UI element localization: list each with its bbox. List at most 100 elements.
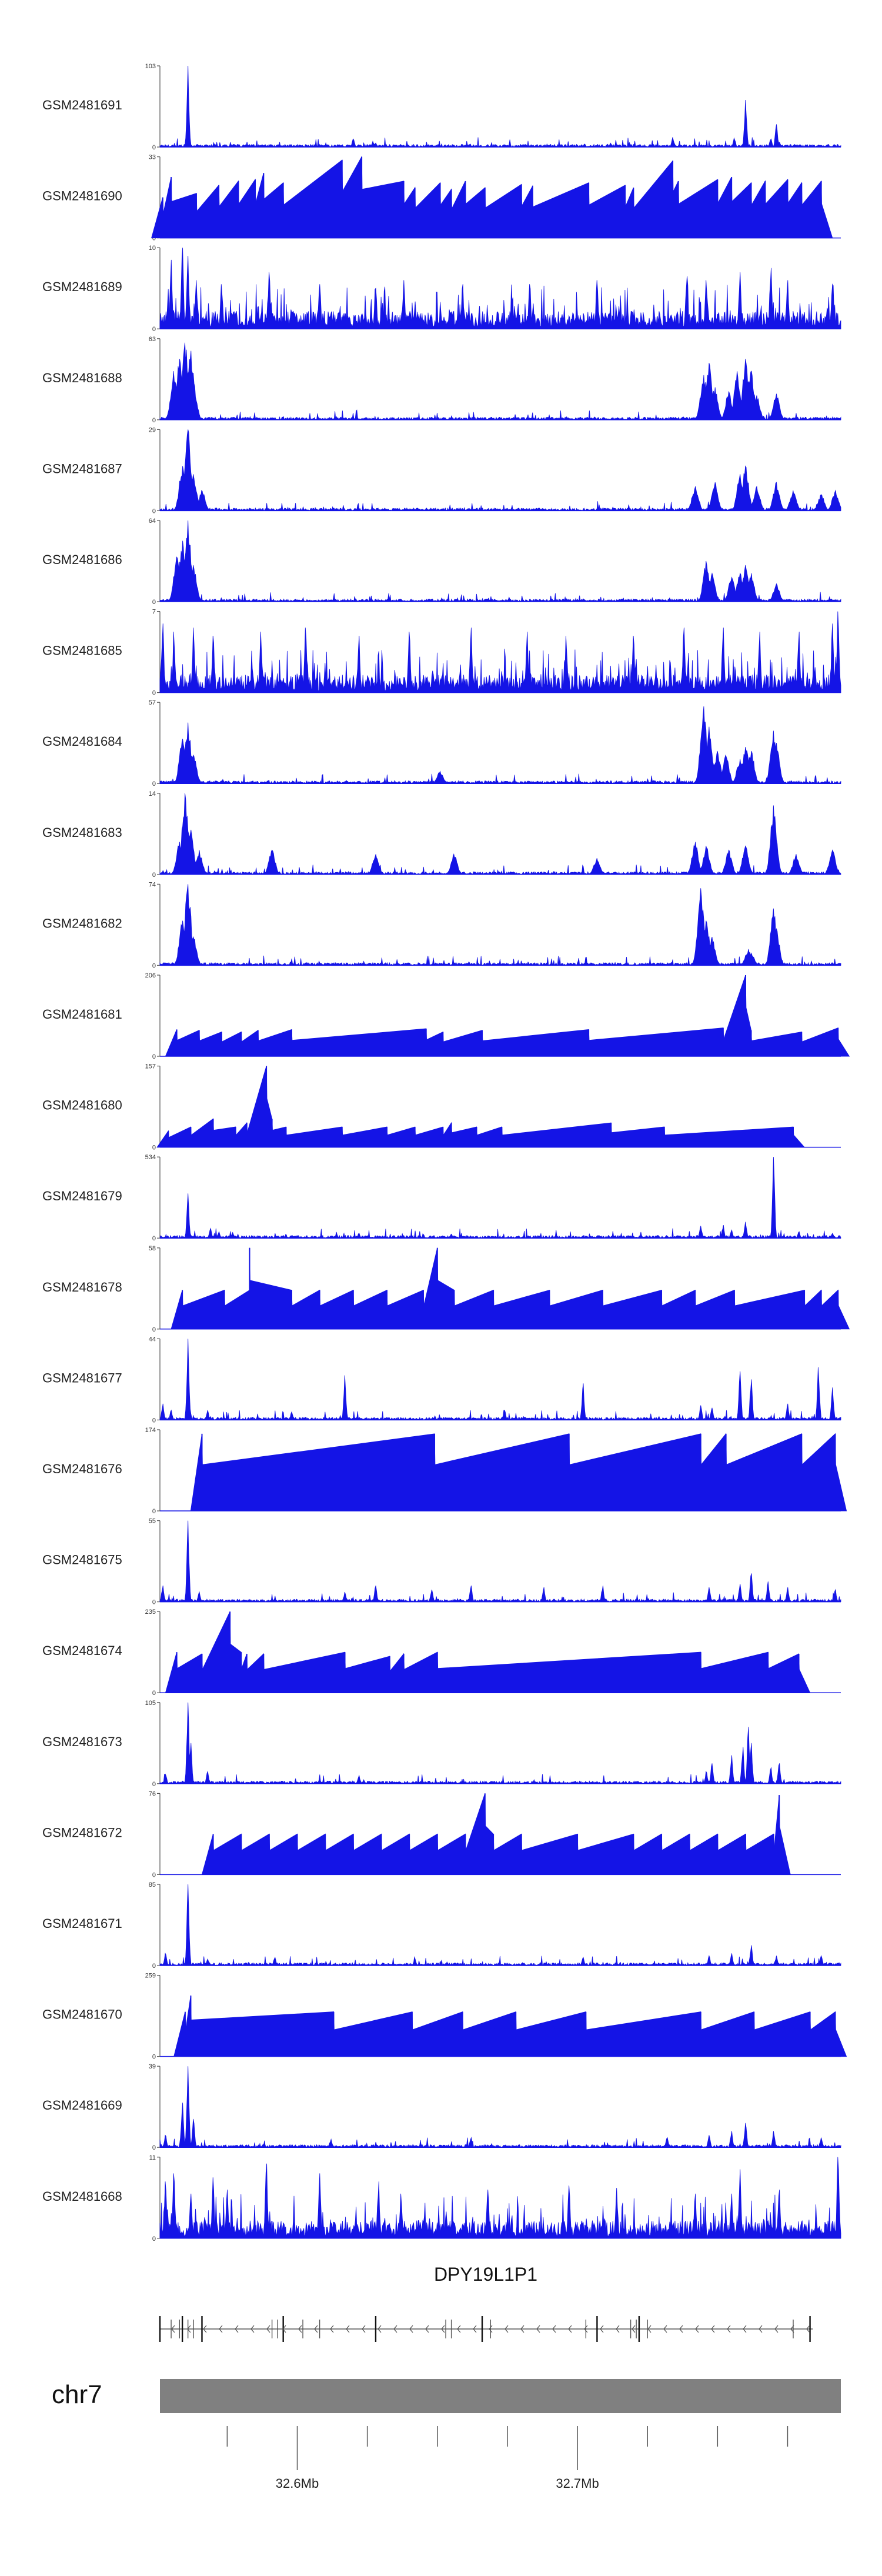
track-label: GSM2481676 (42, 1461, 122, 1476)
track-GSM2481673: GSM2481673 105 0 (42, 1700, 841, 1788)
y-max-label: 174 (145, 1427, 156, 1434)
signal-area (159, 429, 841, 512)
y-min-label: 0 (152, 780, 156, 788)
signal-area (159, 2066, 841, 2148)
track-GSM2481676: GSM2481676 174 0 (42, 1427, 847, 1515)
signal-area (190, 1433, 847, 1511)
strand-arrow (219, 2325, 223, 2333)
track-GSM2481672: GSM2481672 76 0 (42, 1790, 841, 1878)
chromosome-ideogram: chr7 (52, 2379, 841, 2413)
track-GSM2481682: GSM2481682 74 0 (42, 881, 841, 969)
strand-arrow (314, 2325, 318, 2333)
y-max-label: 85 (149, 1881, 156, 1888)
signal-area (159, 706, 841, 785)
track-label: GSM2481686 (42, 552, 122, 567)
track-GSM2481671: GSM2481671 85 0 (42, 1881, 841, 1970)
track-GSM2481686: GSM2481686 64 0 (42, 518, 841, 606)
y-min-label: 0 (152, 508, 156, 515)
track-GSM2481674: GSM2481674 235 0 (42, 1609, 841, 1697)
track-label: GSM2481669 (42, 2098, 122, 2113)
y-min-label: 0 (152, 1599, 156, 1606)
signal-area (159, 342, 841, 421)
track-GSM2481677: GSM2481677 44 0 (42, 1336, 841, 1424)
strand-arrow (806, 2325, 810, 2333)
y-max-label: 33 (149, 154, 156, 161)
x-axis-tick-label: 32.6Mb (276, 2476, 319, 2491)
strand-arrow (711, 2325, 715, 2333)
y-min-label: 0 (152, 1144, 156, 1152)
track-label: GSM2481672 (42, 1825, 122, 1840)
track-GSM2481679: GSM2481679 534 0 (42, 1154, 841, 1242)
strand-arrow (457, 2325, 461, 2333)
track-label: GSM2481687 (42, 461, 122, 476)
signal-area (159, 520, 841, 603)
strand-arrow (489, 2325, 493, 2333)
y-max-label: 103 (145, 63, 156, 70)
y-min-label: 0 (152, 2054, 156, 2061)
strand-arrow (409, 2325, 413, 2333)
signal-area (171, 1247, 850, 1330)
strand-arrow (616, 2325, 620, 2333)
strand-arrow (266, 2325, 270, 2333)
track-label: GSM2481684 (42, 734, 122, 749)
strand-arrow (235, 2325, 239, 2333)
y-max-label: 64 (149, 518, 156, 525)
gene-label: DPY19L1P1 (434, 2264, 537, 2285)
y-min-label: 0 (152, 417, 156, 424)
track-label: GSM2481691 (42, 98, 122, 112)
y-max-label: 63 (149, 336, 156, 343)
genome-axis: 32.6Mb 32.7Mb (226, 2426, 789, 2491)
y-max-label: 57 (149, 699, 156, 706)
track-GSM2481678: GSM2481678 58 0 (42, 1245, 850, 1333)
y-max-label: 76 (149, 1790, 156, 1797)
strand-arrow (647, 2325, 652, 2333)
track-GSM2481687: GSM2481687 29 0 (42, 426, 841, 515)
signal-area (159, 1157, 841, 1239)
signal-area (159, 2157, 841, 2239)
strand-arrow (727, 2325, 731, 2333)
x-axis-tick-label: 32.7Mb (556, 2476, 599, 2491)
signal-area (159, 248, 841, 329)
signal-area (159, 793, 841, 875)
track-GSM2481683: GSM2481683 14 0 (42, 790, 841, 879)
y-min-label: 0 (152, 872, 156, 879)
track-label: GSM2481689 (42, 279, 122, 294)
strand-arrow (250, 2325, 255, 2333)
track-GSM2481689: GSM2481689 10 0 (42, 245, 841, 333)
strand-arrow (536, 2325, 540, 2333)
track-label: GSM2481671 (42, 1916, 122, 1931)
track-label: GSM2481685 (42, 643, 122, 658)
y-max-label: 105 (145, 1700, 156, 1707)
track-label: GSM2481679 (42, 1189, 122, 1203)
track-GSM2481691: GSM2481691 103 0 (42, 63, 841, 151)
y-max-label: 29 (149, 426, 156, 433)
signal-area (159, 1884, 841, 1967)
strand-arrow (790, 2325, 794, 2333)
y-min-label: 0 (152, 690, 156, 697)
y-max-label: 44 (149, 1336, 156, 1343)
y-max-label: 74 (149, 881, 156, 888)
strand-arrow (362, 2325, 366, 2333)
track-label: GSM2481673 (42, 1734, 122, 1749)
y-min-label: 0 (152, 1417, 156, 1424)
track-label: GSM2481683 (42, 825, 122, 840)
signal-tracks: GSM2481691 103 0 GSM2481690 33 0 GSM2481689 10 0… (42, 63, 850, 2243)
strand-arrow (679, 2325, 683, 2333)
y-min-label: 0 (152, 1235, 156, 1242)
signal-area (165, 975, 850, 1057)
y-max-label: 39 (149, 2063, 156, 2070)
y-min-label: 0 (152, 962, 156, 969)
track-GSM2481670: GSM2481670 259 0 (42, 1973, 847, 2061)
y-max-label: 534 (145, 1154, 156, 1161)
signal-area (173, 1996, 847, 2057)
strand-arrow (743, 2325, 747, 2333)
y-min-label: 0 (152, 326, 156, 333)
strand-arrow (774, 2325, 779, 2333)
strand-arrow (330, 2325, 334, 2333)
strand-arrow (171, 2325, 175, 2333)
strand-arrow (377, 2325, 382, 2333)
track-label: GSM2481688 (42, 371, 122, 385)
y-min-label: 0 (152, 599, 156, 606)
y-min-label: 0 (152, 1508, 156, 1515)
